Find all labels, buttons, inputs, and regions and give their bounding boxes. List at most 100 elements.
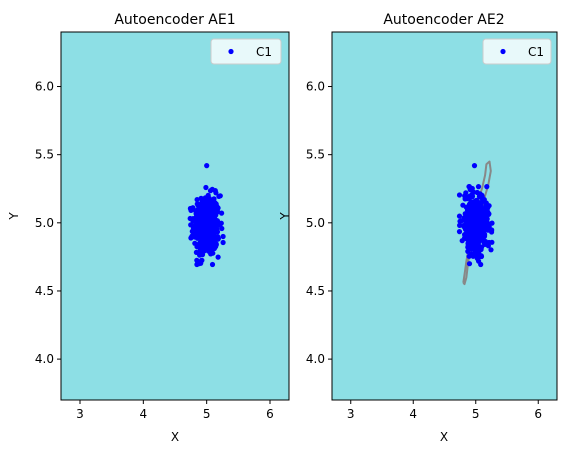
data-point [476,227,482,233]
data-point [201,240,207,246]
data-point [462,193,468,199]
legend-marker [228,48,234,55]
subplot-title: Autoencoder AE1 [114,12,235,28]
data-point [465,205,471,211]
data-point [465,227,471,233]
legend: C1 [482,38,552,65]
data-point [192,240,198,246]
plot-area [61,32,289,400]
x-tick-label: 5 [203,407,211,421]
data-point [194,201,200,207]
data-point [472,205,478,211]
data-point [204,225,210,231]
data-point [209,216,215,222]
data-point [483,200,489,206]
data-point [200,228,206,234]
x-tick-label: 3 [347,407,355,421]
data-point [476,193,482,199]
data-point [474,247,480,254]
y-tick-label: 6.0 [306,80,325,94]
data-point [456,229,463,235]
data-point [467,195,473,201]
data-point [466,253,472,259]
x-tick-label: 5 [472,407,480,421]
y-tick-label: 4.5 [306,284,325,298]
data-point [468,234,474,240]
data-point [456,192,463,198]
data-point [188,222,194,228]
plot-frame [331,31,558,401]
y-tick-label: 5.0 [306,216,325,230]
data-point [459,238,465,244]
data-point [208,226,214,232]
y-tick-label: 4.0 [306,352,325,366]
x-axis-label: X [440,430,448,444]
x-axis-label: X [171,430,179,444]
data-point [215,254,221,260]
subplot-ae2: 3 4 5 64.04.55.05.56.0 Autoencoder AE2 X Y … [278,12,558,444]
data-point [212,227,219,233]
x-tick-label: 4 [140,407,148,421]
data-point [203,184,209,191]
data-point [469,191,475,198]
data-point [456,213,463,219]
subplot-ae1: 3 4 5 64.04.55.05.56.0 Autoencoder AE1 X Y … [7,12,290,444]
data-point [478,261,484,268]
data-point [220,233,226,240]
data-point [465,244,471,250]
data-point [467,201,473,207]
data-point [196,261,202,267]
data-point [471,163,478,169]
legend-box [482,38,552,65]
data-point [219,210,225,216]
data-point [489,229,495,235]
data-point [194,197,200,203]
x-tick-label: 4 [409,407,417,421]
plot-area [332,32,557,400]
x-tick-label: 6 [534,407,542,421]
data-point [209,261,216,268]
subplot-title: Autoencoder AE2 [383,12,504,28]
data-point [204,215,210,221]
y-axis-label: Y [7,212,21,221]
data-point [201,248,207,254]
data-point [199,205,205,211]
data-point [207,188,214,194]
data-point [189,233,195,239]
data-point [470,219,476,225]
data-point [469,246,475,252]
data-point [190,226,197,232]
data-point [467,187,473,193]
data-point [193,211,199,217]
data-point [475,184,482,190]
data-point [199,235,205,242]
data-point [209,244,215,250]
data-point [215,209,221,215]
data-point [204,163,210,169]
plot-frame [60,31,290,401]
scatter-points [187,163,226,268]
data-point [217,193,223,199]
y-tick-label: 5.0 [35,216,54,230]
data-point [465,248,471,254]
data-point [463,211,470,217]
data-point [211,196,217,202]
legend-label: C1 [528,45,544,59]
data-point [201,220,207,226]
data-point [488,247,494,253]
data-point [213,219,219,225]
data-point [465,240,472,246]
y-tick-label: 4.5 [35,284,54,298]
y-tick-label: 4.0 [35,352,54,366]
data-point [489,239,495,245]
data-point [479,244,485,250]
axis-ticks: 3 4 5 6 4.0 4.5 5.0 5.5 6.0 [306,80,542,421]
data-point [476,237,482,243]
data-point [207,220,213,226]
data-point [190,205,196,211]
data-point [196,220,202,226]
data-point [460,223,466,229]
data-point [464,215,470,221]
data-point [193,249,199,255]
